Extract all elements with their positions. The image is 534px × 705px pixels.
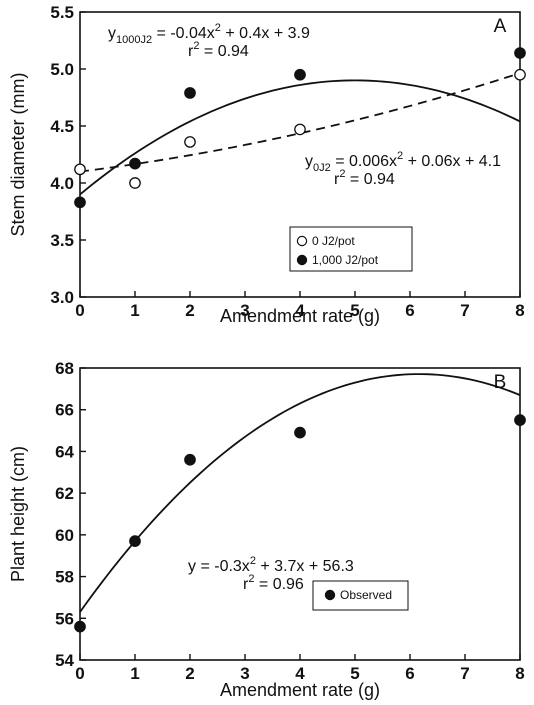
x-tick-label: 5 <box>350 301 359 320</box>
data-point <box>184 453 196 466</box>
x-axis-label: Amendment rate (g) <box>220 306 380 326</box>
legend-entry: 0 J2/pot <box>312 234 355 248</box>
x-tick-label: 1 <box>130 664 139 683</box>
data-point <box>74 196 86 209</box>
y-tick-label: 66 <box>55 401 74 420</box>
data-point <box>74 620 86 633</box>
legend: Observed <box>312 580 409 611</box>
plot-frame <box>79 367 521 661</box>
data-point <box>294 426 306 439</box>
chart-panel-A: 0 1 2 3 4 5 6 7 8 3.0 3.5 4.0 4.5 5.0 5.5 Amendment rat… <box>8 3 526 326</box>
data-point <box>129 177 141 189</box>
data-point <box>129 535 141 547</box>
legend-marker <box>296 235 308 247</box>
x-axis-label: Amendment rate (g) <box>220 680 380 700</box>
x-tick-label: 8 <box>515 664 524 683</box>
fit-equation: y0J2 = 0.006x2 + 0.06x + 4.1 <box>305 150 501 174</box>
fit-equation: y1000J2 = -0.04x2 + 0.4x + 3.9 <box>108 22 310 46</box>
legend-entry: Observed <box>340 588 392 602</box>
fit-curve <box>79 373 521 613</box>
y-tick-label: 54 <box>55 651 74 670</box>
x-tick-label: 5 <box>350 664 359 683</box>
data-point <box>294 68 306 81</box>
x-tick-label: 6 <box>405 301 414 320</box>
fit-equation: y = -0.3x2 + 3.7x + 56.3 <box>188 555 354 575</box>
y-tick-label: 58 <box>55 568 74 587</box>
data-point <box>184 136 196 148</box>
y-tick-label: 5.5 <box>50 3 74 22</box>
y-tick-label: 60 <box>55 526 74 545</box>
y-tick-label: 3.0 <box>50 288 74 307</box>
y-tick-label: 4.5 <box>50 117 74 136</box>
legend: 0 J2/pot 1,000 J2/pot <box>289 226 413 272</box>
data-point <box>294 123 306 136</box>
y-tick-label: 68 <box>55 359 74 378</box>
y-tick-label: 56 <box>55 609 74 628</box>
y-tick-label: 5.0 <box>50 60 74 79</box>
data-point <box>514 68 526 81</box>
x-tick-label: 0 <box>75 664 84 683</box>
legend-marker <box>296 254 308 266</box>
legend-box <box>289 226 413 272</box>
y-axis-label: Plant height (cm) <box>8 446 28 582</box>
x-tick-label: 1 <box>130 301 139 320</box>
data-point <box>129 157 141 170</box>
x-tick-label: 3 <box>240 664 249 683</box>
x-tick-label: 8 <box>515 301 524 320</box>
y-tick-label: 62 <box>55 484 74 503</box>
fit-curve <box>79 79 521 196</box>
y-tick-label: 4.0 <box>50 174 74 193</box>
y-tick-label: 64 <box>55 442 74 461</box>
x-tick-label: 2 <box>185 301 194 320</box>
data-point <box>74 163 86 176</box>
data-point <box>514 414 526 426</box>
data-point <box>184 87 196 99</box>
data-point <box>514 47 526 59</box>
legend-marker <box>324 589 336 601</box>
fit-r-squared: r2 = 0.94 <box>188 40 249 60</box>
x-tick-label: 4 <box>295 301 305 320</box>
panel-label: A <box>494 16 507 37</box>
x-tick-label: 7 <box>460 301 469 320</box>
legend-entry: 1,000 J2/pot <box>312 253 379 267</box>
x-tick-label: 6 <box>405 664 414 683</box>
y-axis-label: Stem diameter (mm) <box>8 72 28 236</box>
y-tick-label: 3.5 <box>50 231 74 250</box>
fit-r-squared: r2 = 0.96 <box>243 573 304 593</box>
fit-r-squared: r2 = 0.94 <box>334 168 395 188</box>
x-tick-label: 7 <box>460 664 469 683</box>
x-tick-label: 3 <box>240 301 249 320</box>
x-tick-label: 2 <box>185 664 194 683</box>
x-tick-label: 4 <box>295 664 305 683</box>
x-tick-label: 0 <box>75 301 84 320</box>
